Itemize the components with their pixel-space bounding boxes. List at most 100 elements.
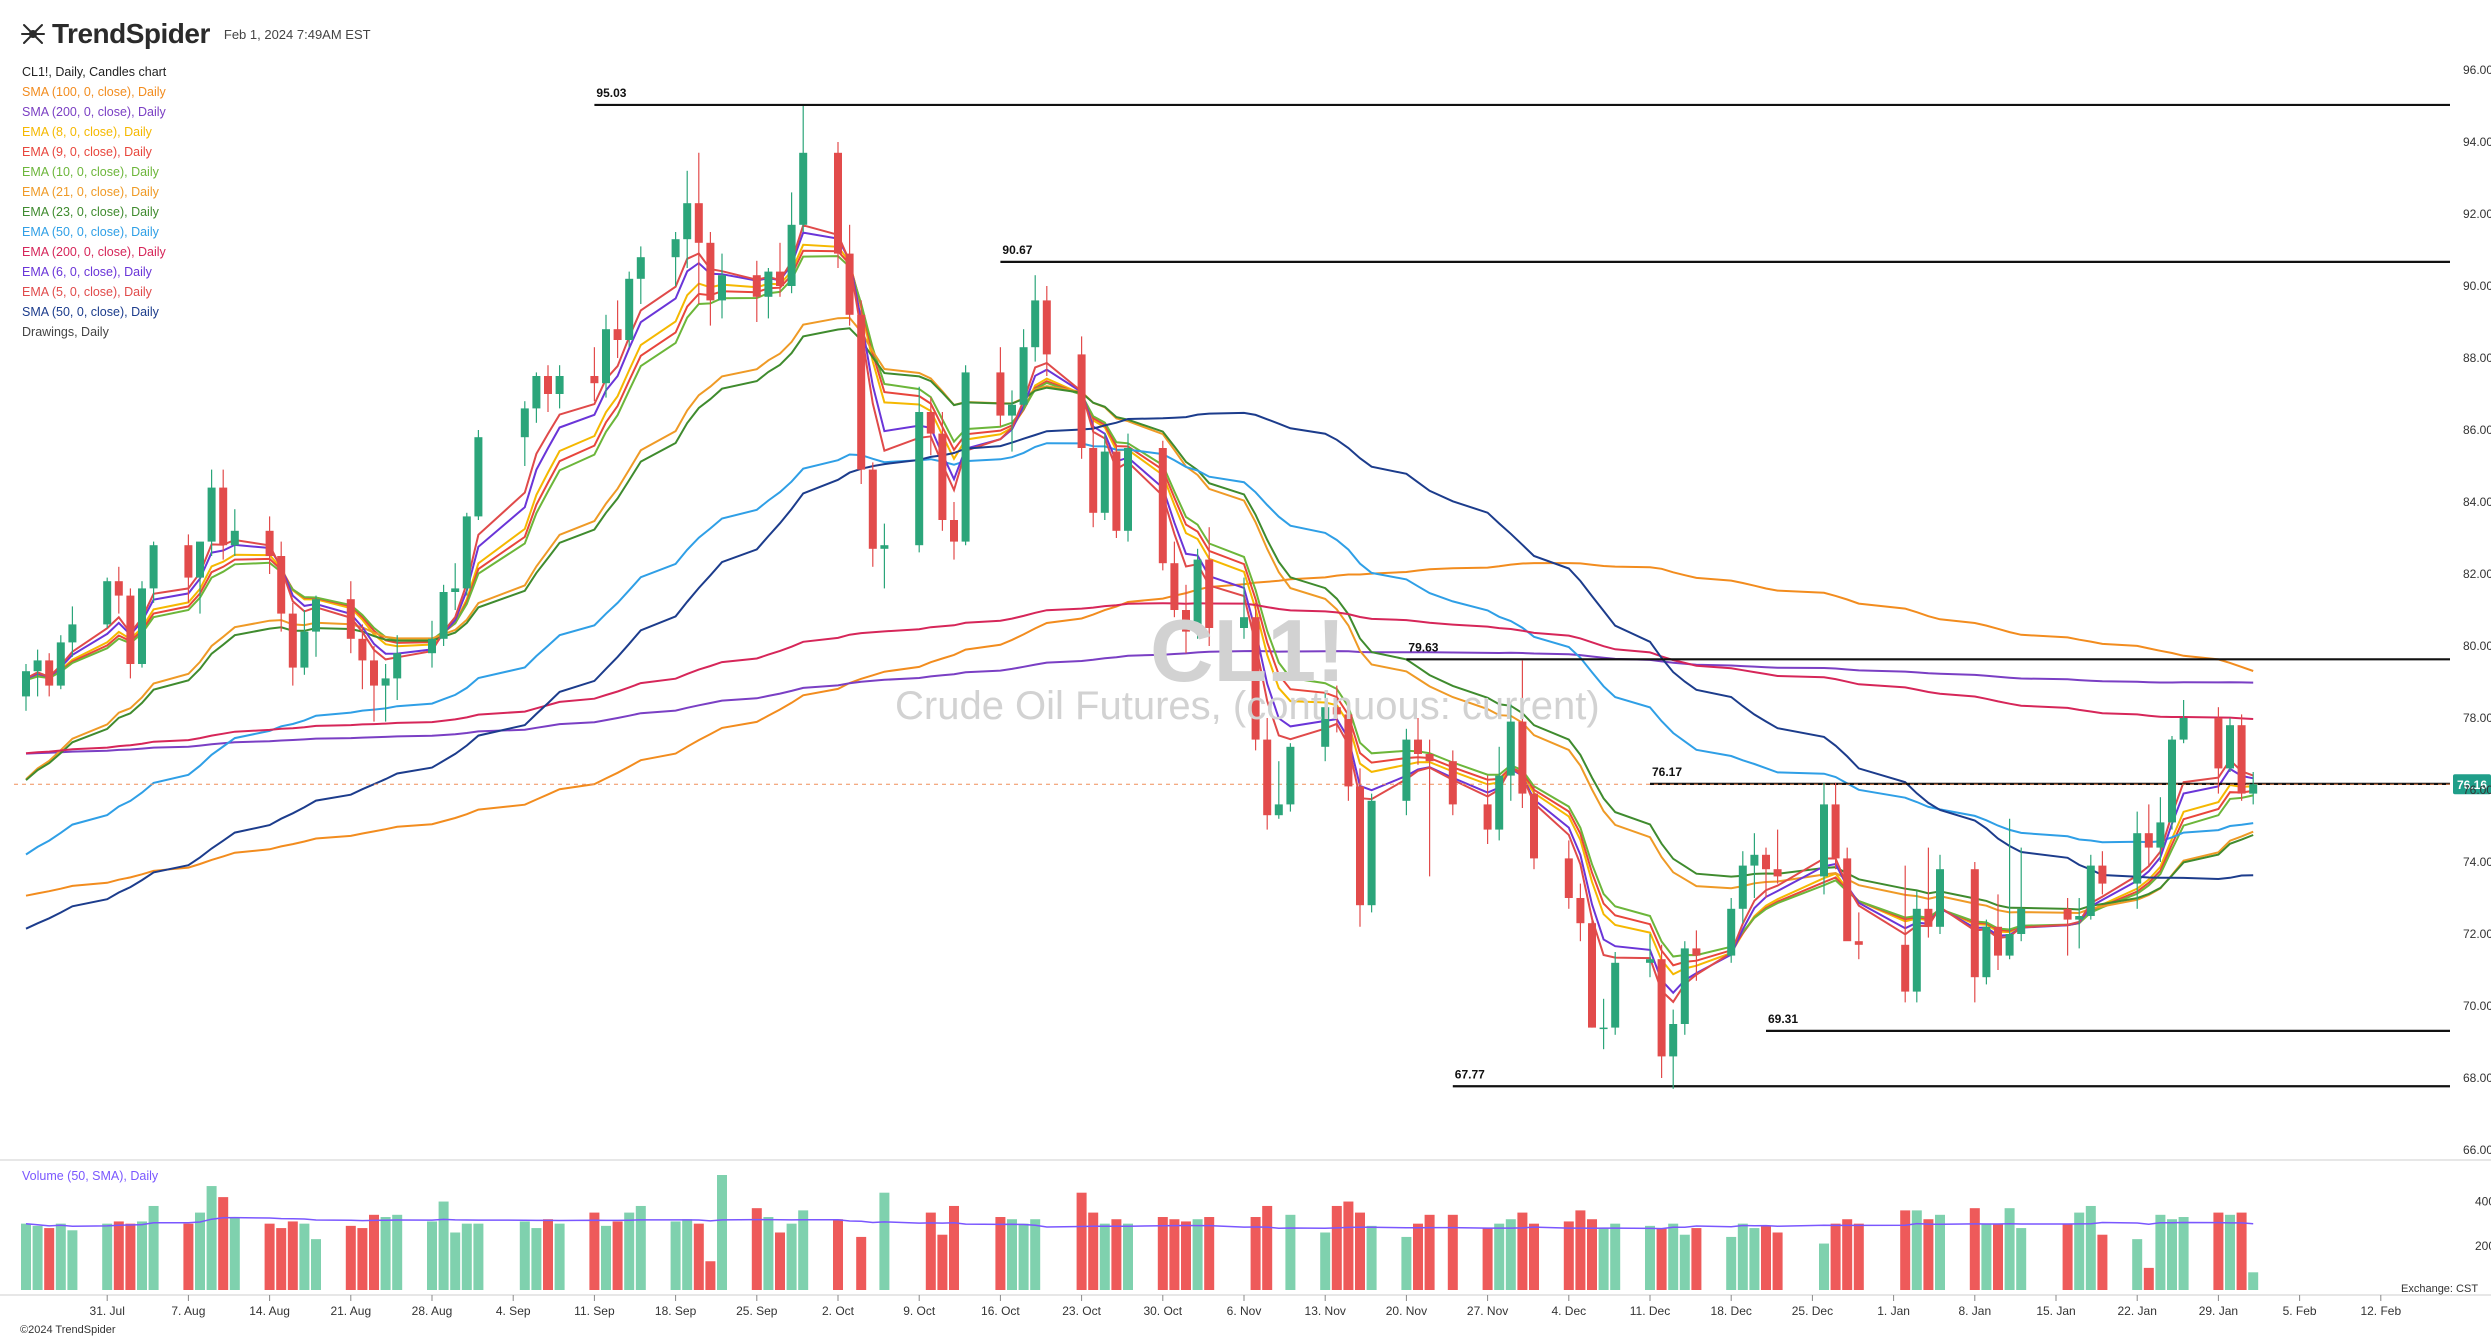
candle-body[interactable] <box>1970 869 1979 978</box>
candle-body[interactable] <box>300 631 309 668</box>
candle-body[interactable] <box>126 595 135 664</box>
candle-body[interactable] <box>1483 804 1492 830</box>
candle-body[interactable] <box>2133 833 2142 884</box>
candle-body[interactable] <box>68 624 77 643</box>
candle-body[interactable] <box>2075 916 2084 920</box>
candle-body[interactable] <box>1251 617 1260 740</box>
candle-body[interactable] <box>706 242 715 301</box>
candle-body[interactable] <box>1762 854 1770 870</box>
candle-body[interactable] <box>288 613 297 668</box>
candle-body[interactable] <box>1564 858 1573 898</box>
candle-body[interactable] <box>1112 451 1121 531</box>
candle-body[interactable] <box>1019 347 1028 405</box>
candle-body[interactable] <box>184 545 193 578</box>
candle-body[interactable] <box>1738 865 1747 909</box>
candle-body[interactable] <box>2063 908 2072 920</box>
candle-body[interactable] <box>590 376 599 384</box>
candle-body[interactable] <box>926 412 935 434</box>
candle-body[interactable] <box>718 275 726 301</box>
candle-body[interactable] <box>230 530 239 546</box>
candle-body[interactable] <box>1402 739 1411 801</box>
candle-body[interactable] <box>799 152 808 225</box>
candle-body[interactable] <box>1530 793 1538 859</box>
candle-body[interactable] <box>1124 448 1132 531</box>
candle-body[interactable] <box>312 599 320 632</box>
candle-body[interactable] <box>451 588 460 592</box>
candle-body[interactable] <box>2179 718 2188 740</box>
candle-body[interactable] <box>1263 739 1272 816</box>
candle-body[interactable] <box>520 408 529 438</box>
candle-body[interactable] <box>1843 858 1852 942</box>
candle-body[interactable] <box>636 257 645 279</box>
candle-body[interactable] <box>2017 908 2026 934</box>
candle-body[interactable] <box>915 412 924 546</box>
candle-body[interactable] <box>2168 739 2176 823</box>
candle-body[interactable] <box>196 541 204 578</box>
legend-item[interactable]: EMA (9, 0, close), Daily <box>22 145 152 159</box>
candle-body[interactable] <box>764 271 773 297</box>
candle-body[interactable] <box>1994 926 2002 956</box>
candle-body[interactable] <box>1588 923 1596 1028</box>
legend-item[interactable]: Drawings, Daily <box>22 325 109 339</box>
legend-item[interactable]: SMA (100, 0, close), Daily <box>22 85 166 99</box>
candle-body[interactable] <box>834 152 842 254</box>
candle-body[interactable] <box>1692 948 1701 956</box>
candle-body[interactable] <box>1727 908 1736 956</box>
candle-body[interactable] <box>2237 725 2246 794</box>
candle-body[interactable] <box>2005 934 2014 956</box>
legend-item[interactable]: EMA (21, 0, close), Daily <box>22 185 159 199</box>
candle-body[interactable] <box>1344 714 1353 787</box>
legend-item[interactable]: SMA (50, 0, close), Daily <box>22 305 159 319</box>
candle-body[interactable] <box>207 487 216 542</box>
candle-body[interactable] <box>1518 721 1527 794</box>
candle-body[interactable] <box>532 376 541 409</box>
candle-body[interactable] <box>1100 451 1109 513</box>
candle-body[interactable] <box>1611 962 1620 1028</box>
candle-body[interactable] <box>2226 725 2234 769</box>
candle-body[interactable] <box>219 487 228 546</box>
candle-body[interactable] <box>358 638 367 661</box>
legend-item[interactable]: EMA (8, 0, close), Daily <box>22 125 152 139</box>
candle-body[interactable] <box>56 642 65 686</box>
candle-body[interactable] <box>45 660 54 686</box>
candle-body[interactable] <box>103 581 112 625</box>
candle-body[interactable] <box>1425 754 1434 762</box>
candle-body[interactable] <box>2214 718 2223 769</box>
candle-body[interactable] <box>776 271 784 286</box>
candle-body[interactable] <box>694 203 703 243</box>
candle-body[interactable] <box>1008 404 1016 416</box>
candle-body[interactable] <box>996 372 1005 416</box>
legend-item[interactable]: EMA (5, 0, close), Daily <box>22 285 152 299</box>
legend-item[interactable]: EMA (23, 0, close), Daily <box>22 205 159 219</box>
candle-body[interactable] <box>1669 1024 1678 1057</box>
candle-body[interactable] <box>428 638 436 654</box>
candle-body[interactable] <box>1750 854 1759 866</box>
candle-body[interactable] <box>1576 898 1585 924</box>
candle-body[interactable] <box>1182 610 1190 632</box>
candle-body[interactable] <box>1646 959 1654 963</box>
candle-body[interactable] <box>2086 865 2095 916</box>
candle-body[interactable] <box>555 376 564 394</box>
candle-body[interactable] <box>439 592 448 639</box>
candle-body[interactable] <box>1356 786 1364 906</box>
candle-body[interactable] <box>1077 354 1086 448</box>
legend-item[interactable]: EMA (10, 0, close), Daily <box>22 165 159 179</box>
candle-body[interactable] <box>1936 869 1944 927</box>
candle-body[interactable] <box>544 376 552 394</box>
candle-body[interactable] <box>2249 784 2258 794</box>
candle-body[interactable] <box>1831 804 1840 859</box>
candle-body[interactable] <box>1332 707 1341 715</box>
candle-body[interactable] <box>1321 707 1330 747</box>
candle-body[interactable] <box>602 329 610 384</box>
candle-body[interactable] <box>1599 1027 1608 1030</box>
candle-body[interactable] <box>845 253 854 315</box>
candle-body[interactable] <box>961 372 970 542</box>
candle-body[interactable] <box>1158 448 1167 564</box>
legend-item[interactable]: EMA (50, 0, close), Daily <box>22 225 159 239</box>
candle-body[interactable] <box>752 275 761 297</box>
candle-body[interactable] <box>1680 948 1689 1024</box>
candle-body[interactable] <box>938 433 947 520</box>
candle-body[interactable] <box>2156 822 2165 848</box>
candle-body[interactable] <box>1193 559 1202 632</box>
